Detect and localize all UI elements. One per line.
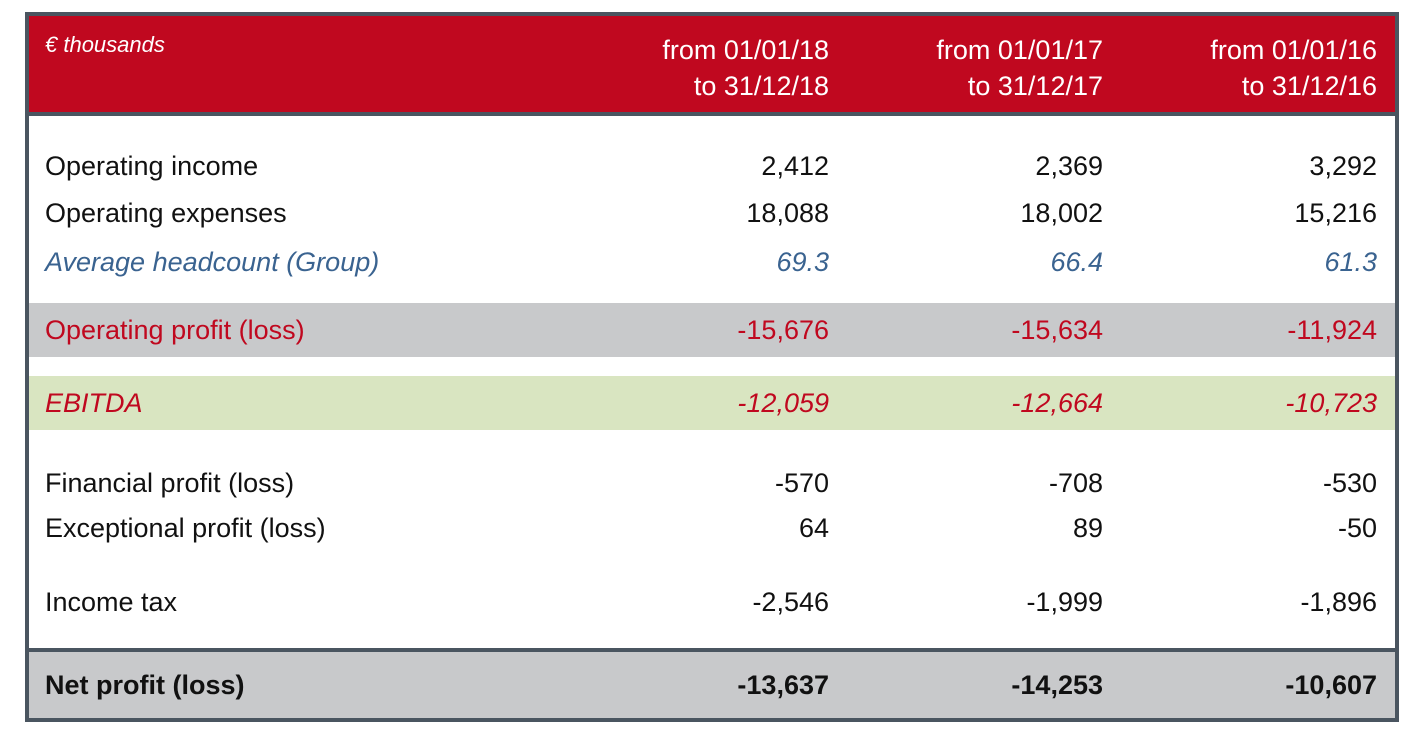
period-header-2018: from 01/01/18 to 31/12/18: [662, 35, 829, 101]
value-2016: 15,216: [1294, 198, 1377, 228]
value-2016: -11,924: [1287, 315, 1377, 345]
value-2016: -530: [1322, 468, 1377, 498]
row-label: Income tax: [45, 587, 178, 617]
value-2018: 64: [798, 513, 829, 543]
period-header-2017: from 01/01/17 to 31/12/17: [936, 35, 1103, 101]
row-financial-profit: Financial profit (loss) -570 -708 -530: [29, 463, 1395, 503]
period-header-2016: from 01/01/16 to 31/12/16: [1210, 35, 1377, 101]
net-profit-divider: [29, 648, 1395, 652]
value-2017: 18,002: [1020, 198, 1103, 228]
value-2018: -2,546: [752, 587, 829, 617]
value-2018: 18,088: [746, 198, 829, 228]
row-net-profit: Net profit (loss) -13,637 -14,253 -10,60…: [29, 652, 1395, 718]
value-2017: -12,664: [1011, 388, 1103, 418]
value-2018: 69.3: [776, 247, 829, 277]
row-operating-income: Operating income 2,412 2,369 3,292: [29, 146, 1395, 186]
value-2016: -10,723: [1285, 388, 1377, 418]
value-2018: -12,059: [737, 388, 829, 418]
value-2018: -15,676: [737, 315, 829, 345]
value-2016: 61.3: [1324, 247, 1377, 277]
value-2017: -15,634: [1011, 315, 1103, 345]
value-2017: 66.4: [1050, 247, 1103, 277]
value-2017: -708: [1048, 468, 1103, 498]
value-2016: 3,292: [1309, 151, 1377, 181]
value-2016: -1,896: [1300, 587, 1377, 617]
row-label: Average headcount (Group): [45, 247, 380, 277]
row-operating-expenses: Operating expenses 18,088 18,002 15,216: [29, 193, 1395, 233]
value-2018: 2,412: [761, 151, 829, 181]
row-label: EBITDA: [45, 388, 143, 418]
value-2016: -50: [1337, 513, 1377, 543]
row-label: Operating income: [45, 151, 259, 181]
value-2017: 2,369: [1035, 151, 1103, 181]
row-label: Operating expenses: [45, 198, 287, 228]
value-2018: -570: [774, 468, 829, 498]
row-average-headcount: Average headcount (Group) 69.3 66.4 61.3: [29, 242, 1395, 282]
value-2017: 89: [1072, 513, 1103, 543]
value-2018: -13,637: [737, 670, 829, 700]
row-income-tax: Income tax -2,546 -1,999 -1,896: [29, 582, 1395, 622]
table-header: € thousands from 01/01/18 to 31/12/18 fr…: [29, 16, 1395, 112]
row-operating-profit: Operating profit (loss) -15,676 -15,634 …: [29, 303, 1395, 357]
income-statement-table: € thousands from 01/01/18 to 31/12/18 fr…: [25, 12, 1399, 722]
units-label: € thousands: [45, 32, 165, 57]
value-2017: -14,253: [1011, 670, 1103, 700]
row-label: Net profit (loss): [45, 670, 245, 700]
value-2017: -1,999: [1026, 587, 1103, 617]
row-exceptional-profit: Exceptional profit (loss) 64 89 -50: [29, 508, 1395, 548]
row-label: Operating profit (loss): [45, 315, 305, 345]
row-label: Financial profit (loss): [45, 468, 295, 498]
value-2016: -10,607: [1285, 670, 1377, 700]
row-ebitda: EBITDA -12,059 -12,664 -10,723: [29, 376, 1395, 430]
header-divider: [29, 112, 1395, 116]
row-label: Exceptional profit (loss): [45, 513, 326, 543]
